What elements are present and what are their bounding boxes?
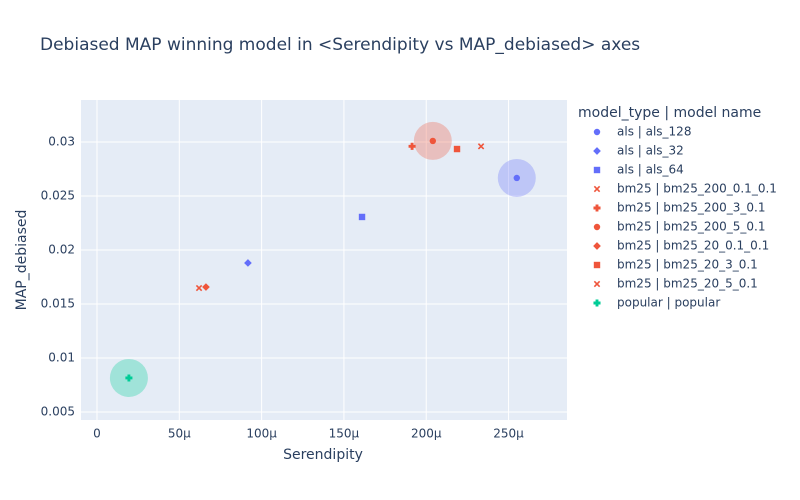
point <box>477 143 485 150</box>
legend-symbol <box>593 204 601 212</box>
y-tick-label: 0.015 <box>41 297 75 311</box>
legend-symbol <box>593 185 601 193</box>
y-tick-label: 0.005 <box>41 405 75 419</box>
y-tick-label: 0.03 <box>48 135 75 149</box>
point <box>125 374 133 382</box>
legend-symbol <box>593 261 601 269</box>
legend-symbol <box>593 280 601 288</box>
point <box>195 284 203 292</box>
plot-area <box>81 100 567 420</box>
point <box>358 213 366 221</box>
legend-label: bm25 | bm25_20_5_0.1 <box>617 277 758 291</box>
legend-title: model_type | model name <box>578 105 761 121</box>
point <box>202 283 210 291</box>
legend-symbol <box>593 166 601 174</box>
legend-label: als | als_128 <box>617 125 691 139</box>
y-tick-label: 0.01 <box>48 351 75 365</box>
x-tick-label: 100μ <box>246 427 277 441</box>
legend-label: als | als_32 <box>617 144 684 158</box>
y-tick-label: 0.025 <box>41 189 75 203</box>
legend-label: bm25 | bm25_200_0.1_0.1 <box>617 182 777 196</box>
legend-symbol <box>593 299 601 307</box>
x-tick-label: 250μ <box>493 427 524 441</box>
y-tick-label: 0.02 <box>48 243 75 257</box>
chart-title: Debiased MAP winning model in <Serendipi… <box>40 35 640 55</box>
x-tick-label: 0 <box>93 427 101 441</box>
legend-label: popular | popular <box>617 296 720 310</box>
legend-symbol <box>593 128 601 136</box>
legend-symbol <box>593 147 601 155</box>
legend-label: bm25 | bm25_20_0.1_0.1 <box>617 239 769 253</box>
legend-label: bm25 | bm25_200_3_0.1 <box>617 201 765 215</box>
x-tick-label: 50μ <box>168 427 191 441</box>
point <box>513 174 520 182</box>
legend-label: bm25 | bm25_20_3_0.1 <box>617 258 758 272</box>
point <box>453 145 461 153</box>
point <box>408 142 416 150</box>
legend-label: als | als_64 <box>617 163 684 177</box>
legend-symbol <box>593 242 601 250</box>
point <box>244 259 252 267</box>
legend-symbol <box>593 223 601 231</box>
y-axis-title: MAP_debiased <box>14 210 30 311</box>
x-tick-label: 150μ <box>329 427 360 441</box>
x-tick-label: 200μ <box>411 427 442 441</box>
x-axis-title: Serendipity <box>283 447 363 463</box>
point <box>429 137 437 145</box>
legend-label: bm25 | bm25_200_5_0.1 <box>617 220 765 234</box>
